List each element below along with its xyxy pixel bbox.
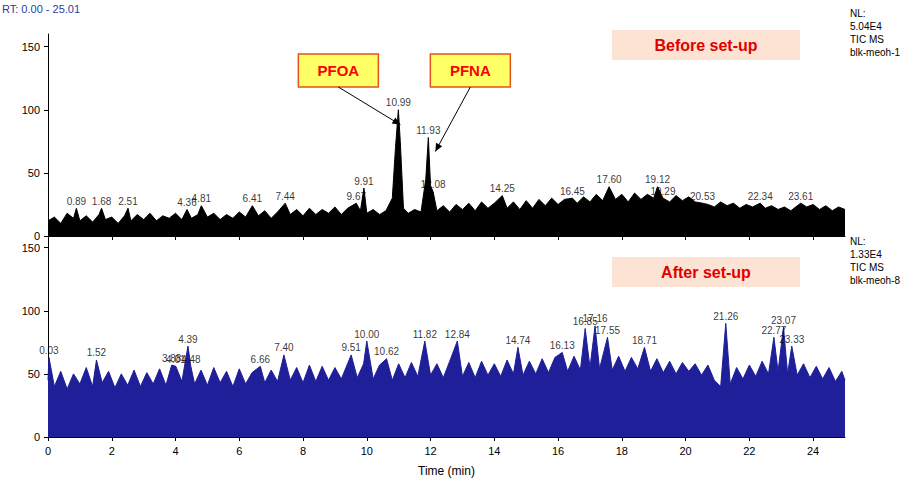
svg-text:20.53: 20.53 (690, 191, 715, 202)
svg-text:22.34: 22.34 (748, 191, 773, 202)
svg-text:10: 10 (361, 445, 373, 457)
svg-text:10.62: 10.62 (374, 346, 399, 357)
svg-text:20: 20 (679, 445, 691, 457)
svg-text:23.07: 23.07 (771, 315, 796, 326)
svg-text:7.40: 7.40 (274, 342, 294, 353)
svg-text:9.91: 9.91 (354, 176, 374, 187)
svg-text:16.13: 16.13 (550, 340, 575, 351)
svg-text:19.29: 19.29 (650, 186, 675, 197)
svg-text:23.33: 23.33 (779, 334, 804, 345)
svg-text:4.01: 4.01 (166, 353, 186, 365)
svg-text:1.33E4: 1.33E4 (850, 249, 882, 260)
svg-text:blk-meoh-8: blk-meoh-8 (850, 275, 900, 286)
svg-text:10.00: 10.00 (354, 329, 379, 340)
svg-text:14: 14 (488, 445, 500, 457)
svg-text:5.04E4: 5.04E4 (850, 21, 882, 32)
svg-text:0.03: 0.03 (39, 345, 59, 356)
svg-text:17.60: 17.60 (597, 174, 622, 185)
svg-text:10.99: 10.99 (386, 97, 411, 108)
svg-text:12.08: 12.08 (421, 179, 446, 190)
svg-text:2: 2 (109, 445, 115, 457)
svg-text:16.45: 16.45 (560, 186, 585, 197)
svg-text:14.25: 14.25 (490, 183, 515, 194)
svg-text:23.61: 23.61 (788, 191, 813, 202)
svg-text:150: 150 (22, 41, 40, 53)
svg-text:6.66: 6.66 (251, 354, 271, 365)
svg-text:8: 8 (300, 445, 306, 457)
svg-text:6.41: 6.41 (243, 193, 263, 204)
svg-text:100: 100 (22, 305, 40, 317)
svg-text:17.16: 17.16 (583, 313, 608, 324)
svg-text:RT: 0.00 - 25.01: RT: 0.00 - 25.01 (2, 3, 80, 15)
svg-text:1.52: 1.52 (87, 347, 107, 358)
svg-text:4.36: 4.36 (177, 197, 197, 208)
svg-text:4: 4 (172, 445, 178, 457)
svg-text:0: 0 (34, 230, 40, 242)
svg-text:18.71: 18.71 (632, 335, 657, 346)
svg-text:4.39: 4.39 (178, 334, 198, 345)
svg-text:TIC MS: TIC MS (850, 262, 884, 273)
svg-text:22.77: 22.77 (761, 324, 787, 336)
svg-text:6: 6 (236, 445, 242, 457)
svg-text:19.12: 19.12 (645, 174, 670, 185)
svg-text:100: 100 (22, 104, 40, 116)
svg-text:11.93: 11.93 (416, 125, 441, 136)
svg-text:2.51: 2.51 (118, 196, 138, 207)
svg-text:NL:: NL: (850, 236, 866, 247)
svg-text:After set-up: After set-up (661, 264, 751, 281)
svg-text:16: 16 (552, 445, 564, 457)
svg-text:11.82: 11.82 (413, 329, 438, 340)
svg-text:TIC MS: TIC MS (850, 34, 884, 45)
svg-text:9.67: 9.67 (347, 191, 367, 202)
svg-text:150: 150 (22, 242, 40, 254)
svg-text:PFOA: PFOA (318, 62, 360, 79)
svg-text:18: 18 (616, 445, 628, 457)
svg-text:12.84: 12.84 (445, 329, 470, 340)
svg-text:0: 0 (34, 431, 40, 443)
svg-text:Before set-up: Before set-up (654, 37, 757, 54)
svg-text:4.81: 4.81 (192, 193, 212, 204)
svg-text:0: 0 (45, 445, 51, 457)
svg-text:14.74: 14.74 (505, 335, 530, 346)
svg-text:50: 50 (28, 167, 40, 179)
svg-text:PFNA: PFNA (450, 62, 491, 79)
svg-text:21.26: 21.26 (713, 311, 738, 322)
svg-text:blk-meoh-1: blk-meoh-1 (850, 47, 900, 58)
svg-text:24: 24 (807, 445, 819, 457)
svg-text:0.89: 0.89 (67, 196, 87, 207)
svg-text:22: 22 (743, 445, 755, 457)
svg-text:9.51: 9.51 (341, 342, 361, 353)
svg-text:Time (min): Time (min) (418, 464, 475, 478)
svg-text:NL:: NL: (850, 8, 866, 19)
svg-text:17.55: 17.55 (595, 325, 620, 336)
svg-text:50: 50 (28, 368, 40, 380)
svg-text:7.44: 7.44 (275, 191, 295, 202)
svg-text:4.48: 4.48 (181, 354, 201, 365)
svg-text:12: 12 (424, 445, 436, 457)
svg-text:1.68: 1.68 (92, 196, 112, 207)
